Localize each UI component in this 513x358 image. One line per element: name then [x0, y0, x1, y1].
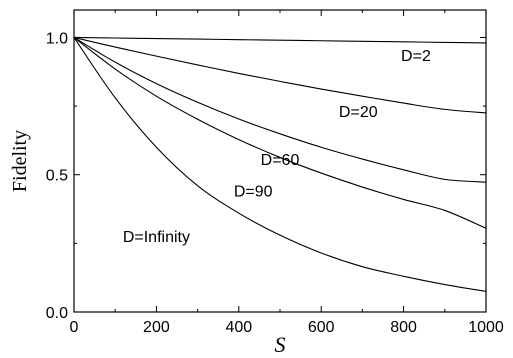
series-label: D=60	[261, 152, 300, 169]
series-label: D=90	[234, 184, 273, 201]
x-tick-label: 200	[143, 319, 170, 336]
series-line-3	[73, 37, 487, 229]
x-tick-label: 400	[225, 319, 252, 336]
y-axis-title: Fidelity	[9, 130, 31, 192]
x-tick-label: 1000	[468, 319, 504, 336]
series-label: D=20	[339, 104, 378, 121]
x-axis-title: S	[275, 332, 286, 357]
series-line-1	[73, 36, 487, 114]
series-label: D=Infinity	[123, 229, 190, 246]
x-tick-label: 600	[308, 319, 335, 336]
plot-frame	[73, 9, 487, 313]
y-tick-label: 1.0	[46, 30, 68, 47]
x-tick-label: 0	[70, 319, 79, 336]
series-curves	[73, 36, 487, 292]
x-tick-label: 800	[390, 319, 417, 336]
y-tick-label: 0.0	[46, 305, 68, 322]
axis-tick-labels: 0 200 400 600 800 1000 0.0 0.5 1.0	[46, 30, 504, 336]
series-label: D=2	[401, 48, 431, 65]
series-line-2	[73, 36, 487, 183]
series-labels: D=2 D=20 D=60 D=90 D=Infinity	[123, 48, 431, 246]
series-line-0	[73, 36, 487, 44]
series-line-4	[73, 37, 487, 292]
y-tick-label: 0.5	[46, 168, 68, 185]
